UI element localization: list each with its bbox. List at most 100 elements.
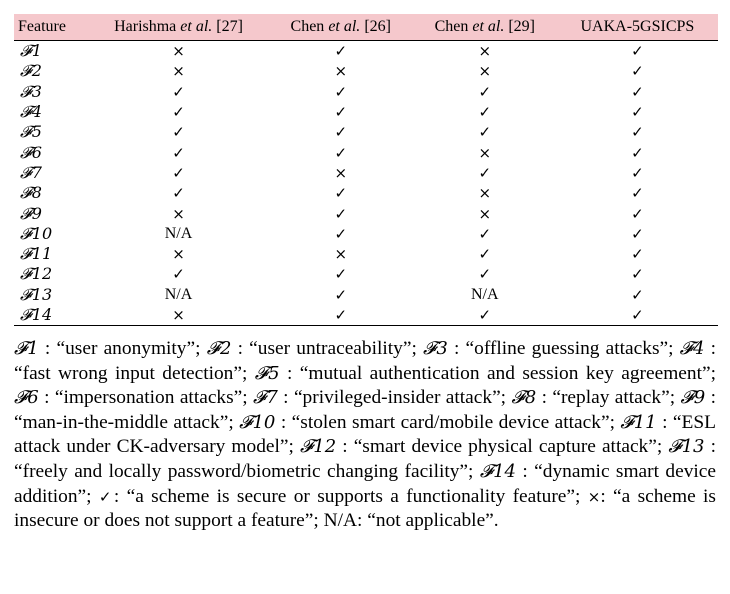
check-icon: ✓ — [478, 245, 492, 264]
legend-description: “offline guessing attacks”; — [465, 338, 680, 359]
legend-separator: : — [231, 338, 250, 359]
feature-cell: 𝓕14 — [14, 304, 89, 327]
legend-key: 𝓕11 — [620, 411, 657, 433]
check-icon: ✓ — [631, 224, 644, 243]
legend-description: “fast wrong input detection”; — [14, 362, 255, 384]
check-icon: ✓ — [172, 103, 185, 122]
legend-description: “not applicable”. — [367, 510, 499, 532]
check-icon: ✓ — [334, 103, 348, 122]
legend-separator: : — [656, 411, 673, 433]
legend-key: 𝓕10 — [239, 411, 276, 433]
not-applicable-cell: N/A — [471, 285, 499, 303]
check-icon: ✓ — [172, 143, 185, 162]
check-icon: ✓ — [172, 123, 185, 142]
legend-description: “smart device physical capture attack”; — [353, 436, 669, 458]
table-row: 𝓕8 ✓ ✓ × ✓ — [14, 183, 718, 203]
feature-cell: 𝓕11 — [20, 244, 53, 264]
legend-description: “user untraceability”; — [249, 338, 424, 359]
check-icon: ✓ — [172, 163, 185, 182]
legend-separator: : — [113, 485, 127, 507]
legend-description: “dynamic smart device addition”; — [14, 460, 716, 507]
feature-cell: 𝓕1 — [20, 41, 42, 61]
cross-icon: × — [478, 62, 492, 81]
header-etal: et al. — [472, 18, 505, 35]
legend-description: “impersonation attacks”; — [54, 387, 254, 409]
header-feature: Feature — [14, 14, 89, 41]
legend-separator: : — [38, 338, 57, 359]
cross-icon: × — [478, 204, 492, 223]
comparison-table: Feature Harishma et al. [27] Chen et al.… — [14, 14, 718, 327]
header-ref: [29] — [504, 18, 535, 35]
legend-key: × — [587, 487, 601, 506]
table-row: 𝓕10 N/A ✓ ✓ ✓ — [14, 224, 718, 244]
check-icon: ✓ — [631, 62, 644, 81]
legend-separator: : — [705, 387, 716, 409]
cross-icon: × — [172, 245, 185, 264]
check-icon: ✓ — [334, 184, 348, 203]
header-uaka-5gsicps: UAKA-5GSICPS — [556, 14, 718, 41]
header-ref: [26] — [360, 18, 391, 35]
legend-separator: : — [704, 338, 716, 359]
check-icon: ✓ — [631, 245, 644, 264]
legend-key: 𝓕1 — [14, 338, 39, 359]
header-text: Feature — [18, 18, 66, 35]
table-row: 𝓕7 ✓ × ✓ ✓ — [14, 163, 718, 183]
legend-key: 𝓕7 — [253, 387, 278, 409]
table-row: 𝓕3 ✓ ✓ ✓ ✓ — [14, 82, 718, 102]
cross-icon: × — [172, 204, 185, 223]
check-icon: ✓ — [478, 123, 492, 142]
legend-description: “man-in-the-middle attack”; — [14, 411, 240, 433]
header-etal: et al. — [180, 18, 213, 35]
legend-separator: : — [357, 510, 368, 532]
cross-icon: × — [172, 62, 185, 81]
legend-description: “user anonymity”; — [56, 338, 207, 359]
table-row: 𝓕14 × ✓ ✓ ✓ — [14, 304, 718, 327]
legend-separator: : — [447, 338, 466, 359]
legend-separator: : — [516, 460, 535, 482]
header-row: Feature Harishma et al. [27] Chen et al.… — [14, 14, 718, 41]
check-icon: ✓ — [631, 82, 644, 101]
feature-cell: 𝓕12 — [20, 264, 53, 284]
not-applicable-cell: N/A — [164, 224, 193, 242]
check-icon: ✓ — [631, 184, 644, 203]
legend-description: “stolen smart card/mobile device attack”… — [291, 411, 621, 433]
check-icon: ✓ — [334, 224, 348, 243]
check-icon: ✓ — [172, 184, 185, 203]
table-row: 𝓕11 × × ✓ ✓ — [14, 244, 718, 264]
legend-description: “mutual authentication and session key a… — [299, 362, 716, 384]
check-icon: ✓ — [631, 143, 644, 162]
legend-key: 𝓕14 — [479, 460, 517, 482]
feature-cell: 𝓕2 — [20, 61, 42, 81]
legend-separator: : — [275, 411, 292, 433]
legend-separator: : — [38, 387, 55, 409]
feature-cell: 𝓕9 — [20, 203, 42, 223]
not-applicable-cell: N/A — [164, 285, 193, 303]
cross-icon: × — [172, 42, 185, 61]
legend-description: “privileged-insider attack”; — [293, 387, 512, 409]
feature-cell: 𝓕6 — [20, 142, 42, 162]
header-harishma-27: Harishma et al. [27] — [88, 14, 269, 41]
check-icon: ✓ — [334, 265, 348, 284]
cross-icon: × — [334, 245, 348, 264]
header-chen-26: Chen et al. [26] — [268, 14, 413, 41]
legend-description: “a scheme is insecure or does not suppor… — [14, 485, 716, 532]
legend-separator: : — [536, 387, 553, 409]
table-row: 𝓕6 ✓ ✓ × ✓ — [14, 142, 718, 162]
check-icon: ✓ — [631, 103, 644, 122]
table-row: 𝓕1 × ✓ × ✓ — [14, 41, 718, 62]
table-body: 𝓕1 × ✓ × ✓ 𝓕2 × × × ✓ 𝓕3 ✓ ✓ ✓ ✓ 𝓕4 ✓ ✓ ✓ ✓ 𝓕5 ✓ ✓ ✓ ✓ 𝓕6 ✓ ✓ × ✓ 𝓕7 ✓ ×… — [14, 41, 718, 327]
cross-icon: × — [334, 163, 348, 182]
cross-icon: × — [334, 62, 348, 81]
check-icon: ✓ — [631, 265, 644, 284]
legend-key: 𝓕13 — [668, 436, 705, 458]
legend-description: “ESL attack under CK-adversary model”; — [14, 411, 717, 458]
check-icon: ✓ — [334, 143, 348, 162]
table-row: 𝓕5 ✓ ✓ ✓ ✓ — [14, 122, 718, 142]
feature-cell: 𝓕4 — [20, 102, 42, 122]
legend-key: N/A — [323, 510, 358, 532]
legend-key: 𝓕8 — [511, 387, 537, 409]
header-ref: [27] — [212, 18, 243, 35]
check-icon: ✓ — [631, 204, 644, 223]
legend-separator: : — [279, 362, 300, 384]
